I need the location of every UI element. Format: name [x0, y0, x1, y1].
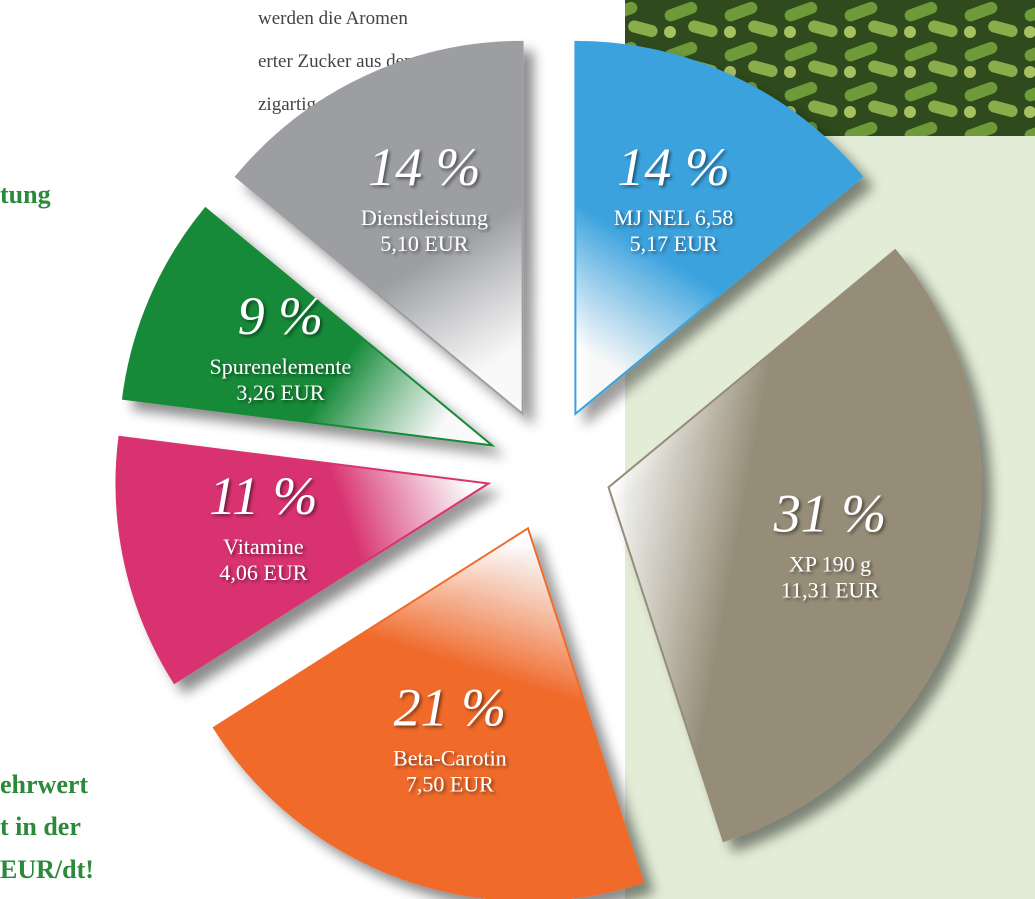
heading: tung	[0, 180, 51, 209]
pie-slice	[212, 526, 645, 899]
slice-detail: 7,50 EUR	[406, 771, 494, 796]
pie-slice	[115, 435, 492, 685]
slice-label: Dienstleistung	[361, 205, 488, 230]
paragraph-line: werden die Aromen	[258, 8, 408, 29]
value-label: 14 %	[368, 137, 480, 197]
pie-slice	[234, 40, 524, 417]
slice-label: XP 190 g	[789, 552, 871, 577]
pie: 14 % MJ NEL 6,585,17 EUR 31 % XP 190 g11,31…	[115, 40, 982, 899]
slice-detail: 5,17 EUR	[630, 231, 718, 256]
slice-label: Beta-Carotin	[393, 745, 507, 770]
slice-detail: 4,06 EUR	[219, 560, 307, 585]
value-label: 21 %	[394, 677, 506, 737]
pie-slice	[574, 40, 864, 417]
callout-line: ehrwert	[0, 770, 88, 799]
slice-detail: 3,26 EUR	[236, 380, 324, 405]
slice-label: MJ NEL 6,58	[614, 205, 734, 230]
value-label: 14 %	[617, 137, 729, 197]
pie-slice	[121, 206, 496, 447]
callout-line: t in der	[0, 812, 81, 841]
slice-detail: 11,31 EUR	[781, 578, 880, 603]
paragraph-line: erter Zucker aus dem	[258, 51, 419, 72]
slice-detail: 5,10 EUR	[380, 231, 468, 256]
value-label: 31 %	[773, 484, 886, 544]
value-label: 11 %	[209, 466, 317, 526]
pie-slice	[607, 248, 982, 843]
callout-line: EUR/dt!	[0, 855, 94, 884]
slice-label: Vitamine	[223, 534, 304, 559]
value-label: 9 %	[238, 286, 323, 346]
slice-label: Spurenelemente	[210, 354, 352, 379]
